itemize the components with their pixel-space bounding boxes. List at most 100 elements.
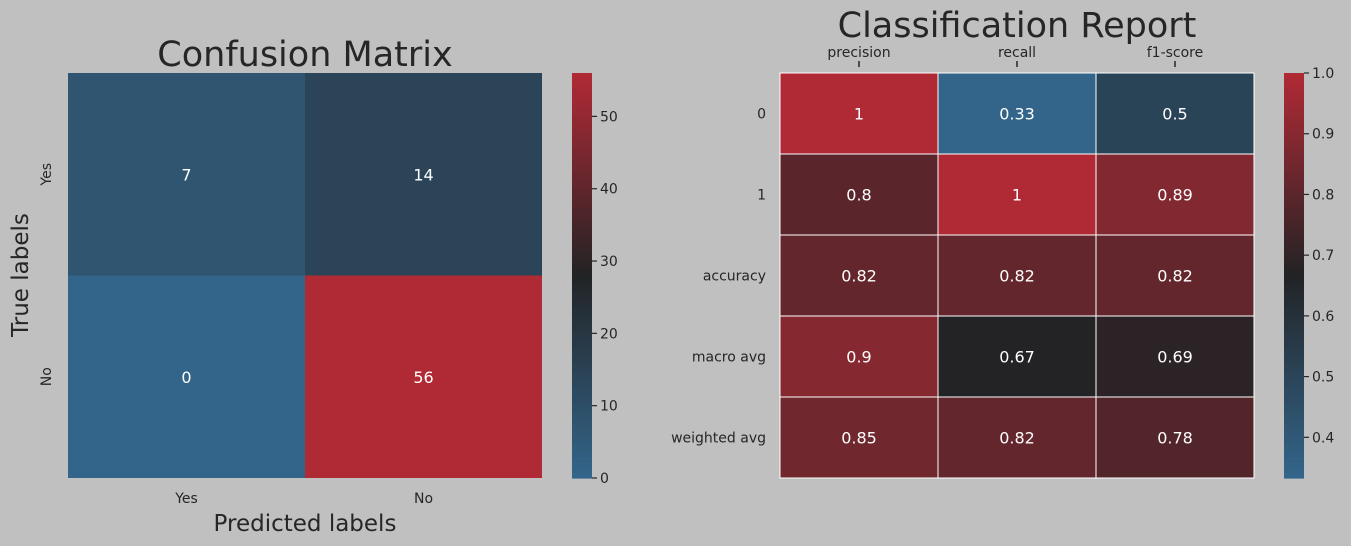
classification-report-colorbar-segment [1284, 393, 1304, 399]
confusion-matrix-colorbar-segment [572, 93, 592, 99]
confusion-matrix-colorbar-tick-label: 30 [600, 254, 618, 270]
classification-report-cell [937, 153, 1097, 236]
classification-report-colorbar-segment [1284, 448, 1304, 454]
confusion-matrix-x-tick-label: Yes [174, 491, 198, 507]
confusion-matrix-colorbar-segment [572, 103, 592, 109]
confusion-matrix-colorbar-segment [572, 268, 592, 274]
confusion-matrix-colorbar-segment [572, 383, 592, 389]
confusion-matrix-ylabel: True labels [8, 213, 34, 338]
confusion-matrix-colorbar-segment [572, 338, 592, 344]
classification-report-colorbar-segment [1284, 418, 1304, 424]
confusion-matrix-colorbar-segment [572, 288, 592, 294]
confusion-matrix-colorbar-segment [572, 463, 592, 469]
confusion-matrix-colorbar-segment [572, 428, 592, 434]
classification-report-cell-label: 0.5 [1162, 105, 1187, 124]
confusion-matrix-colorbar-tick-label: 40 [600, 182, 618, 198]
confusion-matrix-colorbar-segment [572, 113, 592, 119]
confusion-matrix-colorbar-segment [572, 368, 592, 374]
classification-report-colorbar-segment [1284, 193, 1304, 199]
classification-report-colorbar-segment [1284, 278, 1304, 284]
classification-report-colorbar-segment [1284, 243, 1304, 249]
classification-report-colorbar-tick-label: 0.4 [1312, 430, 1334, 446]
classification-report-colorbar-segment [1284, 223, 1304, 229]
confusion-matrix-colorbar-segment [572, 258, 592, 264]
confusion-matrix-colorbar-segment [572, 238, 592, 244]
classification-report-cell [1095, 315, 1255, 398]
classification-report-colorbar-segment [1284, 138, 1304, 144]
classification-report-y-tick-label: accuracy [703, 269, 766, 285]
classification-report-colorbar-segment [1284, 148, 1304, 154]
confusion-matrix-cell-label: 0 [181, 368, 191, 387]
confusion-matrix-colorbar-segment [572, 118, 592, 124]
confusion-matrix-colorbar-segment [572, 328, 592, 334]
confusion-matrix-colorbar-segment [572, 153, 592, 159]
classification-report-cell [779, 234, 939, 317]
classification-report-colorbar-segment [1284, 158, 1304, 164]
classification-report-colorbar-segment [1284, 383, 1304, 389]
classification-report-colorbar-segment [1284, 273, 1304, 279]
confusion-matrix-colorbar-segment [572, 413, 592, 419]
classification-report-colorbar-segment [1284, 378, 1304, 384]
classification-report-colorbar-segment [1284, 253, 1304, 259]
classification-report-cell-label: 0.33 [999, 105, 1035, 124]
classification-report-colorbar-segment [1284, 198, 1304, 204]
confusion-matrix-colorbar-segment [572, 243, 592, 249]
confusion-matrix-colorbar-segment [572, 278, 592, 284]
classification-report-colorbar-segment [1284, 143, 1304, 149]
confusion-matrix-colorbar-segment [572, 308, 592, 314]
confusion-matrix-colorbar-segment [572, 108, 592, 114]
confusion-matrix-y-tick-label: Yes [39, 163, 55, 187]
classification-report-colorbar-segment [1284, 398, 1304, 404]
classification-report-colorbar-segment [1284, 258, 1304, 264]
confusion-matrix-colorbar-segment [572, 228, 592, 234]
classification-report-colorbar-segment [1284, 83, 1304, 89]
classification-report-colorbar-segment [1284, 78, 1304, 84]
classification-report-cell-label: 0.8 [846, 186, 871, 205]
confusion-matrix-colorbar-segment [572, 373, 592, 379]
confusion-matrix-colorbar-segment [572, 433, 592, 439]
confusion-matrix-colorbar-segment [572, 403, 592, 409]
classification-report-cell-labels: 1 0.33 0.5 0.8 1 0.89 0.82 0.82 0.82 0.9 0.67 0.69 0… [841, 105, 1193, 448]
confusion-matrix-colorbar-segment [572, 393, 592, 399]
classification-report-colorbar-segment [1284, 433, 1304, 439]
confusion-matrix-colorbar-segment [572, 148, 592, 154]
classification-report-panel: Classification Report 1 0.33 0.5 0.8 1 0.89 0.… [671, 6, 1334, 479]
confusion-matrix-panel: Confusion Matrix Predicted labels True l… [8, 35, 618, 537]
classification-report-colorbar-segment [1284, 358, 1304, 364]
confusion-matrix-colorbar-segment [572, 388, 592, 394]
classification-report-cell-label: 0.69 [1157, 348, 1193, 367]
confusion-matrix-cell [68, 73, 305, 276]
classification-report-title: Classification Report [838, 6, 1197, 46]
classification-report-colorbar-segment [1284, 293, 1304, 299]
confusion-matrix-colorbar-segment [572, 263, 592, 269]
confusion-matrix-colorbar-segment [572, 303, 592, 309]
classification-report-colorbar-segment [1284, 113, 1304, 119]
confusion-matrix-colorbar-segment [572, 203, 592, 209]
classification-report-cell [779, 72, 939, 155]
confusion-matrix-colorbar-segment [572, 358, 592, 364]
confusion-matrix-xlabel: Predicted labels [214, 511, 397, 537]
confusion-matrix-colorbar-segment [572, 443, 592, 449]
confusion-matrix-cell [305, 275, 542, 478]
confusion-matrix-colorbar-segment [572, 453, 592, 459]
classification-report-colorbar-segment [1284, 133, 1304, 139]
confusion-matrix-colorbar-segment [572, 318, 592, 324]
classification-report-y-tick-label: weighted avg [671, 431, 766, 447]
classification-report-colorbar: 0.4 0.5 0.6 0.7 0.8 0.9 1.0 [1284, 66, 1334, 479]
classification-report-colorbar-segment [1284, 203, 1304, 209]
confusion-matrix-colorbar-segment [572, 198, 592, 204]
confusion-matrix-colorbar-segment [572, 398, 592, 404]
classification-report-colorbar-segment [1284, 173, 1304, 179]
confusion-matrix-colorbar-segment [572, 163, 592, 169]
confusion-matrix-colorbar-segment [572, 273, 592, 279]
classification-report-colorbar-segment [1284, 413, 1304, 419]
classification-report-x-tick-label: f1-score [1147, 45, 1204, 61]
confusion-matrix-colorbar-segment [572, 248, 592, 254]
confusion-matrix-colorbar-segment [572, 208, 592, 214]
classification-report-colorbar-segment [1284, 473, 1304, 479]
classification-report-cell-label: 0.78 [1157, 429, 1193, 448]
confusion-matrix-colorbar-tick-label: 20 [600, 326, 618, 342]
classification-report-colorbar-segment [1284, 108, 1304, 114]
classification-report-colorbar-segment [1284, 303, 1304, 309]
